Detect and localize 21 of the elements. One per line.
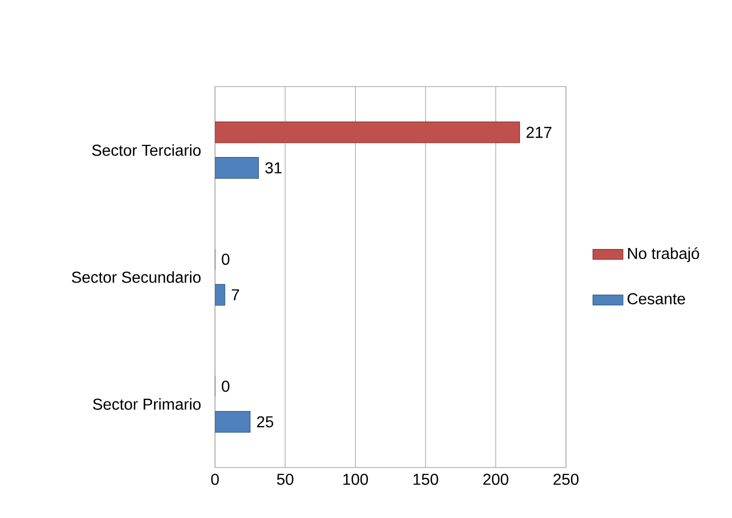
legend-label: No trabajó: [628, 247, 700, 262]
x-tick-label: 150: [414, 474, 438, 486]
bar: [215, 411, 250, 433]
x-tick-label: 0: [211, 474, 219, 486]
y-tick-label: Sector Secundario: [72, 271, 201, 284]
bar: [215, 284, 226, 306]
data-label: 7: [232, 290, 240, 301]
legend-label: Cesante: [628, 293, 686, 305]
y-tick-label: Sector Primario: [93, 398, 201, 410]
y-tick-label: Sector Terciario: [92, 144, 201, 156]
bar: [215, 157, 259, 179]
x-tick-label: 100: [343, 474, 368, 486]
x-tick-label: 50: [277, 474, 294, 486]
x-tick-label: 200: [483, 474, 508, 486]
data-label: 25: [257, 416, 274, 428]
data-label: 0: [222, 254, 230, 266]
bar: [215, 122, 520, 144]
data-label: 0: [222, 380, 230, 392]
data-label: 217: [526, 127, 552, 138]
data-label: 31: [265, 162, 282, 174]
x-tick-label: 250: [554, 474, 578, 486]
